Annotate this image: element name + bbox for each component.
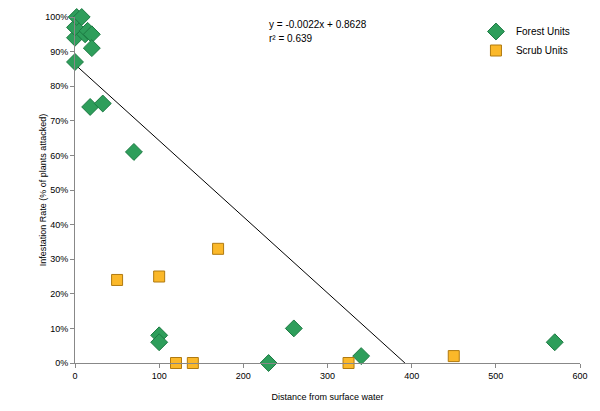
svg-text:500: 500 [488, 371, 503, 381]
svg-text:40%: 40% [50, 220, 68, 230]
svg-text:Infestation Rate (% of plants: Infestation Rate (% of plants attacked) [38, 114, 48, 267]
svg-text:200: 200 [236, 371, 251, 381]
svg-text:300: 300 [320, 371, 335, 381]
svg-text:100%: 100% [45, 12, 68, 22]
svg-text:0%: 0% [55, 358, 68, 368]
svg-text:r² = 0.639: r² = 0.639 [269, 33, 313, 44]
svg-text:Forest Units: Forest Units [516, 26, 570, 37]
svg-text:400: 400 [404, 371, 419, 381]
svg-text:70%: 70% [50, 116, 68, 126]
svg-text:600: 600 [572, 371, 587, 381]
svg-text:Distance from surface water: Distance from surface water [271, 392, 383, 402]
svg-text:90%: 90% [50, 47, 68, 57]
svg-text:20%: 20% [50, 289, 68, 299]
svg-text:30%: 30% [50, 254, 68, 264]
svg-text:0: 0 [72, 371, 77, 381]
svg-text:y = -0.0022x + 0.8628: y = -0.0022x + 0.8628 [269, 19, 367, 30]
svg-text:60%: 60% [50, 151, 68, 161]
svg-text:80%: 80% [50, 81, 68, 91]
svg-text:50%: 50% [50, 185, 68, 195]
svg-text:10%: 10% [50, 324, 68, 334]
svg-text:Scrub Units: Scrub Units [516, 45, 568, 56]
svg-text:100: 100 [152, 371, 167, 381]
